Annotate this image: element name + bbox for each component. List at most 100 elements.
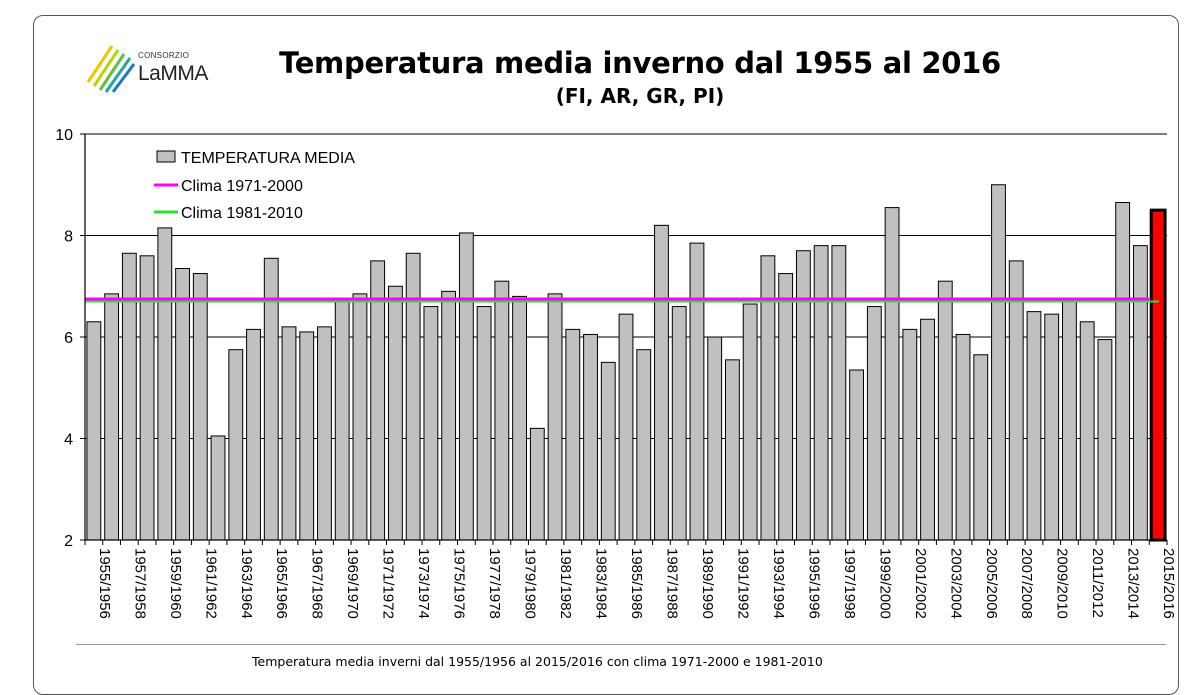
x-tick-label-1967/1968: 1967/1968 [309,548,326,619]
axes [80,133,1168,545]
bar-1972/1973 [387,285,403,541]
x-tick-label-1987/1988: 1987/1988 [663,548,680,619]
x-tick-label-1999/2000: 1999/2000 [876,548,893,619]
legend-label-clima-1981-2010: Clima 1981-2010 [181,205,303,222]
bar-1962/1963 [210,435,226,541]
chart-title: Temperatura media inverno dal 1955 al 20… [279,46,1001,80]
chart-subtitle: (FI, AR, GR, PI) [555,84,725,108]
x-tick-label-1963/1964: 1963/1964 [238,548,255,619]
bar-1970/1971 [352,293,368,541]
x-tick-label-2013/2014: 2013/2014 [1125,548,1142,619]
bar-2006/2007 [991,184,1006,541]
x-tick-label-1983/1984: 1983/1984 [593,548,610,619]
bar-1994/1995 [778,273,794,541]
bar-1956/1957 [104,293,120,541]
x-tick-label-1965/1966: 1965/1966 [273,548,290,619]
bar-1997/1998 [831,245,847,541]
bar-1977/1978 [476,306,492,541]
bar-1964/1965 [246,328,261,541]
bar-1963/1964 [228,349,244,541]
bar-1975/1976 [441,290,457,541]
y-tick-label-8: 8 [64,229,73,246]
bar-1991/1992 [725,359,740,541]
bar-2007/2008 [1008,260,1024,541]
bar-2012/2013 [1097,339,1113,541]
bar-1988/1989 [671,306,687,541]
legend-bar-swatch [156,150,176,163]
bar-2011/2012 [1079,321,1095,541]
x-tick-label-1955/1956: 1955/1956 [96,548,113,619]
legend: TEMPERATURA MEDIA Clima 1971-2000 Clima 19… [154,150,355,222]
bar-1983/1984 [583,333,598,541]
x-tick-label-2005/2006: 2005/2006 [983,548,1000,619]
bar-1978/1979 [494,280,510,541]
x-tick-label-1959/1960: 1959/1960 [167,548,184,619]
y-tick-labels: 2 4 6 8 10 [55,127,73,550]
logo-lamma-text: LaMMA [138,62,208,85]
x-tick-label-2009/2010: 2009/2010 [1054,548,1071,619]
x-tick-label-1961/1962: 1961/1962 [202,548,219,619]
bar-1989/1990 [689,242,705,541]
x-tick-label-1993/1994: 1993/1994 [770,548,787,619]
bar-1996/1997 [813,245,829,541]
x-tick-label-1973/1974: 1973/1974 [415,548,432,619]
x-tick-label-1975/1976: 1975/1976 [451,548,468,619]
legend-label-clima-1971-2000: Clima 1971-2000 [181,178,303,195]
y-tick-label-2: 2 [64,533,73,550]
x-tick-label-2001/2002: 2001/2002 [912,548,929,619]
bar-1985/1986 [618,313,634,541]
legend-label-temperatura-media: TEMPERATURA MEDIA [181,150,355,167]
y-tick-label-4: 4 [64,432,73,449]
x-tick-labels: 1955/1956 1957/1958 1959/1960 1961/1962 1963… [96,548,1177,619]
chart-caption: Temperatura media inverni dal 1955/1956 … [252,654,823,669]
clima-lines [85,297,1159,303]
x-tick-label-2003/2004: 2003/2004 [947,548,964,619]
y-tick-label-10: 10 [55,127,73,144]
bar-2005/2006 [973,354,989,541]
bar-2002/2003 [920,318,935,541]
bar-1955/1956 [86,321,102,541]
bar-1987/1988 [654,224,669,541]
bar-1971/1972 [370,260,386,541]
bar-2009/2010 [1044,313,1060,541]
lamma-logo [86,45,136,93]
bar-1969/1970 [334,298,350,541]
y-tick-label-6: 6 [64,330,73,347]
x-tick-label-1977/1978: 1977/1978 [486,548,503,619]
bar-1980/1981 [529,427,545,541]
bar-1974/1975 [423,306,439,541]
x-tick-label-1971/1972: 1971/1972 [380,548,397,619]
bar-1999/2000 [866,306,882,541]
bar-1968/1969 [317,326,332,541]
bar-1966/1967 [281,326,297,541]
bar-1976/1977 [458,232,474,541]
bar-2001/2002 [902,328,918,541]
bars [86,184,1167,542]
bar-1973/1974 [405,252,421,541]
bar-chart: 2 4 6 8 10 1955/1956 1957/1958 1959/1960 1961/1… [55,127,1177,619]
logo-mark [86,45,136,93]
bar-1959/1960 [157,227,173,541]
logo-consorzio-text: CONSORZIO [138,51,190,60]
bar-2013/2014 [1115,202,1131,541]
bar-1995/1996 [795,250,811,541]
bar-1979/1980 [512,295,527,541]
bar-1986/1987 [636,349,652,541]
x-tick-label-1995/1996: 1995/1996 [805,548,822,619]
bar-2010/2011 [1062,298,1077,541]
x-tick-label-1989/1990: 1989/1990 [699,548,716,619]
bar-1992/1993 [742,303,758,541]
x-tick-label-1969/1970: 1969/1970 [344,548,361,619]
bar-1982/1983 [565,328,581,541]
bar-1967/1968 [299,331,315,541]
x-tick-label-1997/1998: 1997/1998 [841,548,858,619]
bar-1981/1982 [547,293,563,541]
bar-1957/1958 [121,252,137,541]
x-tick-label-1979/1980: 1979/1980 [522,548,539,619]
bar-1998/1999 [849,369,865,541]
x-tick-label-1991/1992: 1991/1992 [734,548,751,619]
x-tick-label-1985/1986: 1985/1986 [628,548,645,619]
bar-1961/1962 [192,273,208,541]
bar-1990/1991 [707,336,723,541]
x-tick-label-2007/2008: 2007/2008 [1018,548,1035,619]
